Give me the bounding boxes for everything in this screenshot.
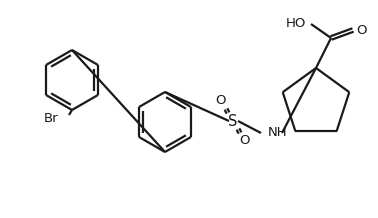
Text: HO: HO [286,17,306,31]
Text: S: S [228,114,238,128]
Text: O: O [240,135,250,148]
Text: Br: Br [43,111,58,124]
Text: NH: NH [268,126,288,140]
Text: O: O [216,94,226,107]
Text: O: O [356,24,367,36]
